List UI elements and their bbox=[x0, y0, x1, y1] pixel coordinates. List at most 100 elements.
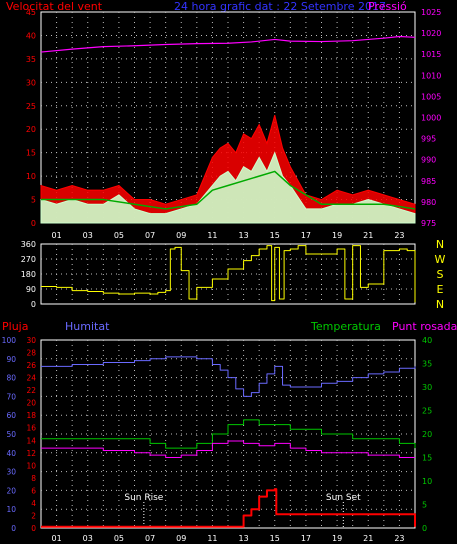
x-tick-label: 01 bbox=[51, 534, 61, 543]
humidity-axis: 0 10 20 30 40 50 60 70 80 90 100 bbox=[2, 336, 17, 533]
rain-tick: 0 bbox=[31, 524, 36, 533]
temperature-tick: 0 bbox=[422, 524, 427, 533]
climate-panel: Pluja Humitat Temperatura Punt rosada 01… bbox=[2, 320, 457, 543]
rain-tick: 18 bbox=[26, 411, 36, 420]
x-tick-label: 19 bbox=[332, 534, 342, 543]
wind-series bbox=[40, 35, 416, 224]
x-tick-label: 13 bbox=[238, 231, 248, 240]
rain-tick: 2 bbox=[31, 511, 36, 520]
dewpoint-series bbox=[41, 440, 415, 458]
temperature-tick: 25 bbox=[422, 407, 432, 416]
wind-speed-tick: 40 bbox=[26, 31, 36, 40]
x-tick-label: 09 bbox=[176, 534, 186, 543]
temperature-tick: 40 bbox=[422, 336, 432, 345]
pressure-tick: 1015 bbox=[421, 50, 441, 59]
temperature-tick: 5 bbox=[422, 501, 427, 510]
rain-tick: 4 bbox=[31, 499, 36, 508]
pressure-tick: 990 bbox=[421, 156, 436, 165]
pressure-tick: 1020 bbox=[421, 29, 441, 38]
direction-degree-axis: 0 90 180 270 360 bbox=[21, 240, 36, 309]
compass-letter: E bbox=[437, 283, 444, 296]
rain-tick: 22 bbox=[26, 386, 36, 395]
pressure-tick: 980 bbox=[421, 198, 436, 207]
x-tick-label: 03 bbox=[83, 534, 93, 543]
x-tick-label: 19 bbox=[332, 231, 342, 240]
x-tick-label: 17 bbox=[301, 534, 311, 543]
direction-degree-tick: 0 bbox=[31, 300, 36, 309]
compass-letter: N bbox=[436, 238, 444, 251]
rain-series bbox=[41, 488, 416, 528]
temperature-label: Temperatura bbox=[310, 320, 381, 333]
pressure-series bbox=[40, 35, 416, 53]
wind-speed-tick: 15 bbox=[26, 149, 36, 158]
x-tick-label: 09 bbox=[176, 231, 186, 240]
wind-speed-tick: 0 bbox=[31, 219, 36, 228]
rain-tick: 26 bbox=[26, 361, 36, 370]
pressure-tick: 975 bbox=[421, 219, 436, 228]
x-tick-label: 05 bbox=[114, 231, 124, 240]
pressure-tick: 985 bbox=[421, 177, 436, 186]
rain-tick: 8 bbox=[31, 474, 36, 483]
wind-gust-series bbox=[40, 115, 416, 224]
rain-label: Pluja bbox=[2, 320, 28, 333]
pressure-title: Pressió bbox=[368, 0, 407, 13]
wind-x-axis: 01 03 05 07 09 11 13 15 17 19 21 23 bbox=[51, 231, 404, 240]
humidity-tick: 70 bbox=[6, 392, 16, 401]
climate-series bbox=[41, 356, 416, 528]
temperature-tick: 15 bbox=[422, 454, 432, 463]
x-tick-label: 23 bbox=[394, 231, 404, 240]
sunrise-label: Sun Rise bbox=[124, 493, 163, 503]
rain-tick: 16 bbox=[26, 424, 36, 433]
direction-degree-tick: 90 bbox=[26, 285, 36, 294]
rain-tick: 10 bbox=[26, 461, 36, 470]
humidity-tick: 0 bbox=[11, 524, 16, 533]
x-tick-label: 15 bbox=[270, 534, 280, 543]
x-tick-label: 21 bbox=[363, 231, 373, 240]
wind-speed-tick: 45 bbox=[26, 8, 36, 17]
temperature-tick: 20 bbox=[422, 430, 432, 439]
x-tick-label: 11 bbox=[207, 534, 217, 543]
temperature-tick: 10 bbox=[422, 477, 432, 486]
direction-degree-tick: 360 bbox=[21, 240, 36, 249]
x-tick-label: 05 bbox=[114, 534, 124, 543]
humidity-tick: 30 bbox=[6, 468, 16, 477]
wind-speed-tick: 30 bbox=[26, 78, 36, 87]
wind-speed-tick: 20 bbox=[26, 125, 36, 134]
rain-tick: 24 bbox=[26, 374, 36, 383]
wind-mean-series bbox=[41, 170, 416, 210]
direction-series bbox=[41, 245, 416, 303]
wind-speed-tick: 25 bbox=[26, 102, 36, 111]
rain-tick: 20 bbox=[26, 399, 36, 408]
x-tick-label: 15 bbox=[270, 231, 280, 240]
humidity-tick: 20 bbox=[6, 486, 16, 495]
x-tick-label: 23 bbox=[394, 534, 404, 543]
x-tick-label: 07 bbox=[145, 534, 155, 543]
humidity-tick: 10 bbox=[6, 505, 16, 514]
x-tick-label: 13 bbox=[238, 534, 248, 543]
wind-speed-axis: 0 5 10 15 20 25 30 35 40 45 bbox=[26, 8, 36, 228]
wind-speed-tick: 5 bbox=[31, 196, 36, 205]
humidity-tick: 40 bbox=[6, 449, 16, 458]
wind-panel-grid bbox=[41, 12, 415, 223]
pressure-axis: 975 980 985 990 995 1000 1005 1010 1015 1020 1025 bbox=[421, 8, 441, 228]
humidity-tick: 80 bbox=[6, 374, 16, 383]
rain-tick: 30 bbox=[26, 336, 36, 345]
rain-tick: 6 bbox=[31, 486, 36, 495]
wind-speed-tick: 35 bbox=[26, 55, 36, 64]
humidity-tick: 50 bbox=[6, 430, 16, 439]
compass-letter: S bbox=[437, 268, 444, 281]
compass-letter: W bbox=[435, 253, 446, 266]
x-tick-label: 11 bbox=[207, 231, 217, 240]
humidity-series bbox=[41, 356, 416, 397]
humidity-tick: 90 bbox=[6, 355, 16, 364]
temperature-axis: 0 5 10 15 20 25 30 35 40 bbox=[422, 336, 432, 533]
temperature-tick: 30 bbox=[422, 383, 432, 392]
wind-speed-title: Velocitat del vent bbox=[6, 0, 103, 13]
climate-x-axis: 01 03 05 07 09 11 13 15 17 19 21 23 bbox=[51, 534, 404, 543]
pressure-tick: 1010 bbox=[421, 71, 441, 80]
wind-direction-series bbox=[41, 245, 416, 303]
sunset-label: Sun Set bbox=[326, 493, 361, 503]
x-tick-label: 17 bbox=[301, 231, 311, 240]
